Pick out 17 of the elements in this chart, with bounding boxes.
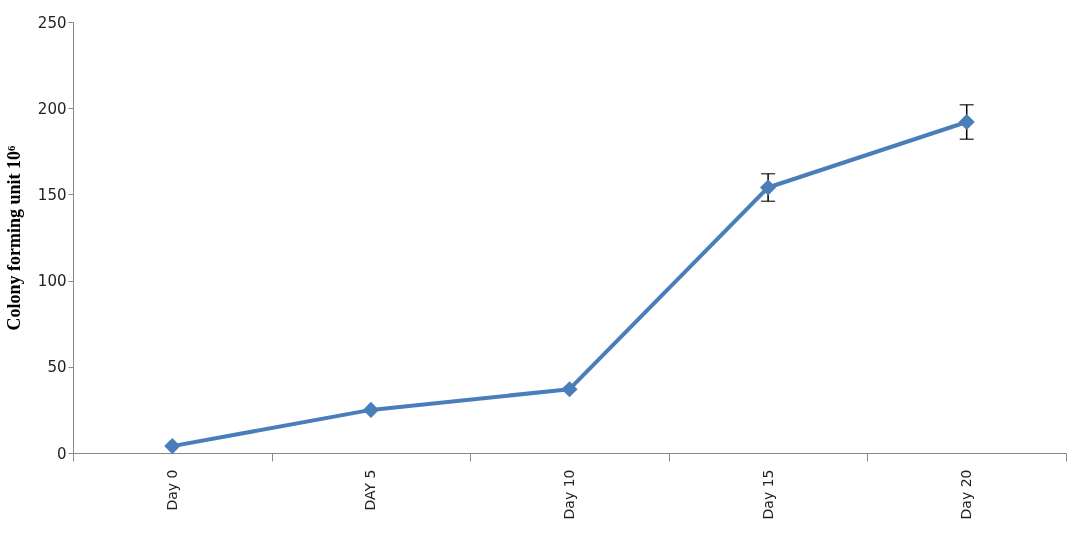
x-tick-label: Day 0: [163, 469, 180, 511]
x-tick-label: Day 15: [759, 469, 776, 520]
point: [760, 179, 777, 196]
x-tick-label: Day 20: [958, 469, 975, 520]
point: [958, 113, 975, 131]
y-tick-label: 100: [37, 272, 67, 291]
point: [362, 401, 379, 418]
x-tick-label: DAY 5: [362, 469, 379, 511]
y-tick-label: 0: [56, 444, 67, 463]
y-axis-title: Colony forming unit 10⁶: [3, 144, 24, 331]
y-tick-label: 200: [37, 99, 67, 118]
point: [561, 381, 578, 398]
point: [164, 438, 181, 455]
y-tick-label: 50: [47, 358, 67, 377]
x-tick-label: Day 10: [561, 469, 577, 520]
y-tick-label: 150: [37, 185, 67, 204]
y-tick-label: 250: [37, 13, 67, 32]
